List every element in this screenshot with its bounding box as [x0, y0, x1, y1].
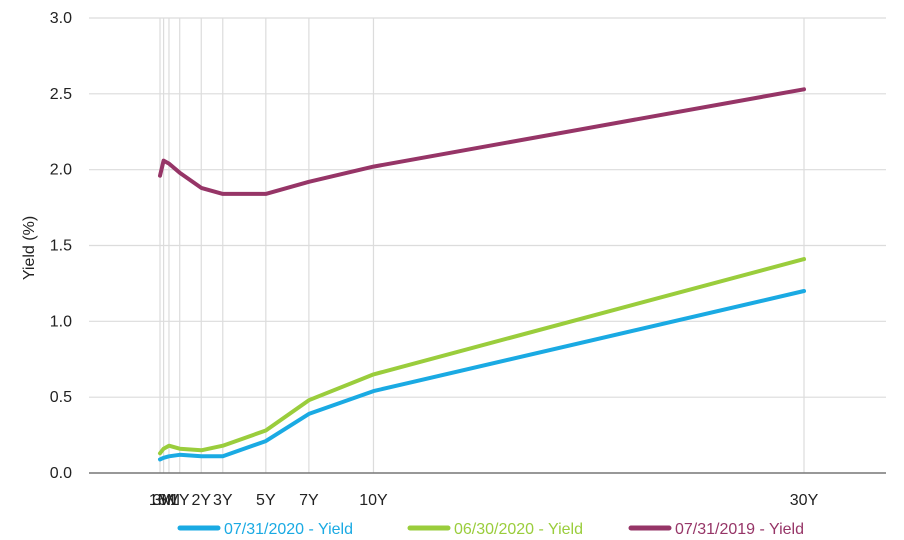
- series-line: [158, 257, 806, 456]
- legend-label: 06/30/2020 - Yield: [454, 521, 583, 538]
- x-tick-label: 3M: [152, 492, 174, 509]
- x-tick-label: 7Y: [299, 492, 319, 509]
- y-tick-label: 0.0: [50, 465, 72, 482]
- x-tick-label: 1M: [149, 492, 171, 509]
- x-tick-label: 5Y: [256, 492, 276, 509]
- x-tick-label: 10Y: [359, 492, 388, 509]
- y-tick-label: 2.0: [50, 162, 72, 179]
- legend-label: 07/31/2019 - Yield: [675, 521, 804, 538]
- x-tick-label: 30Y: [790, 492, 819, 509]
- y-tick-label: 1.5: [50, 238, 72, 255]
- y-tick-label: 2.5: [50, 86, 72, 103]
- series-line: [158, 289, 806, 462]
- x-tick-label: 3Y: [213, 492, 233, 509]
- y-tick-label: 3.0: [50, 10, 72, 27]
- legend-label: 07/31/2020 - Yield: [224, 521, 353, 538]
- x-tick-label: 1Y: [170, 492, 190, 509]
- x-tick-label: 6M: [158, 492, 180, 509]
- series-line: [158, 87, 806, 196]
- y-axis-title: Yield (%): [21, 216, 38, 280]
- y-axis-ticks: 0.0 0.5 1.0 1.5 2.0 2.5 3.0: [50, 10, 72, 482]
- y-tick-label: 0.5: [50, 389, 72, 406]
- x-tick-label: 2Y: [191, 492, 211, 509]
- y-tick-label: 1.0: [50, 313, 72, 330]
- series-lines: [158, 87, 806, 462]
- gridlines: [89, 17, 886, 473]
- legend: 07/31/2020 - Yield 06/30/2020 - Yield 07/3…: [177, 521, 804, 538]
